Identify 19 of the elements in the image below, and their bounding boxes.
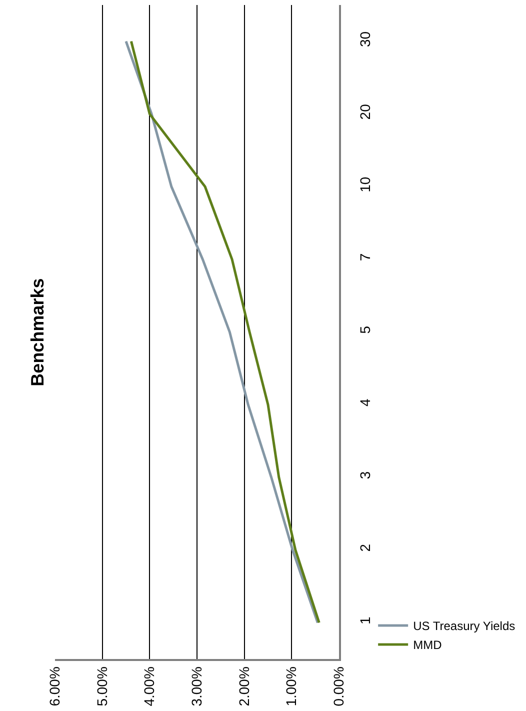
y-tick-label: 4 [356,398,373,406]
x-tick-label: 1.00% [283,666,300,706]
y-tick-label: 3 [356,471,373,480]
x-tick-label: 5.00% [94,666,110,706]
y-tick-label: 10 [356,176,373,192]
legend-label: US Treasury Yields [413,619,516,634]
x-tick-label: 6.00% [46,666,63,706]
y-tick-label: 1 [356,616,373,624]
y-tick-label: 7 [356,253,373,262]
y-tick-label: 20 [356,104,373,120]
x-tick-label: 2.00% [236,666,252,706]
y-tick-label: 2 [356,544,373,552]
x-tick-label: 0.00% [330,666,347,706]
y-tick-label: 5 [356,326,373,334]
y-tick-label: 30 [356,31,373,48]
legend-label: MMD [413,638,442,652]
x-tick-label: 3.00% [188,666,205,706]
text: Benchmarks [27,278,48,386]
x-tick-label: 4.00% [141,666,158,706]
